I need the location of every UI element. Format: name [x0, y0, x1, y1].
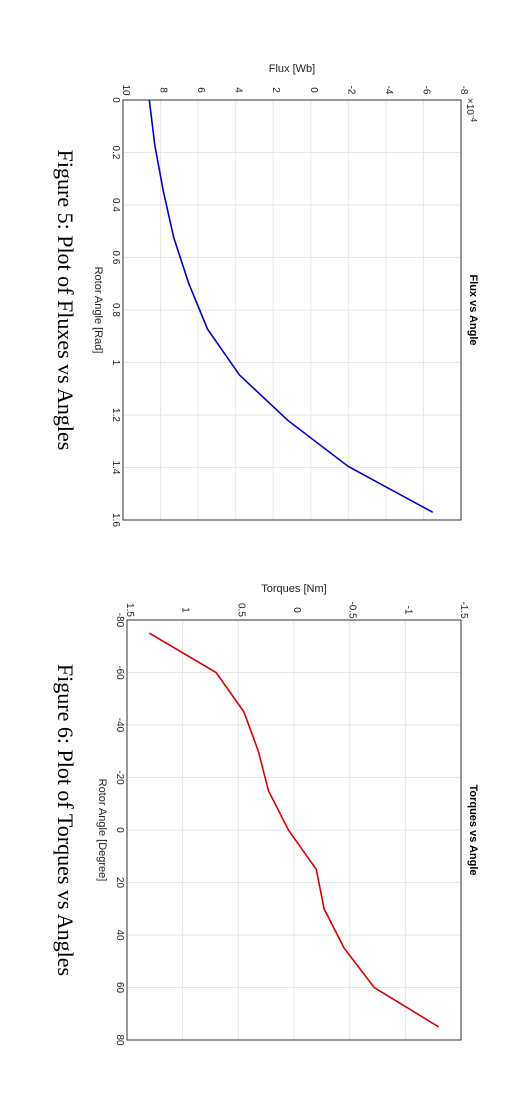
x-tick-label: 40 [114, 929, 125, 941]
y-multiplier-exponent: -4 [469, 115, 478, 123]
y-tick-label: 0 [308, 87, 319, 93]
y-multiplier-label: ×10-4 [464, 98, 478, 123]
x-axis-label: Rotor Angle [Degree] [96, 779, 108, 882]
x-axis-label: Rotor Angle [Rad] [92, 267, 104, 354]
figure-caption: Figure 6: Plot of Torques vs Angles [53, 664, 78, 976]
y-tick-label: 1.5 [124, 603, 135, 617]
chart-2: -80 -60 -40 -20 0 20 40 60 80 -1.5 -1 -0.5 0 0.5 1 1.5 T… [53, 583, 479, 1046]
x-tick-label: 20 [114, 877, 125, 889]
x-tick-label: 0.4 [110, 198, 121, 212]
y-tick-label: 10 [120, 84, 131, 96]
y-tick-label: 0.5 [235, 603, 246, 617]
x-tick-label: 0.2 [110, 146, 121, 160]
y-tick-label: -1.5 [458, 601, 469, 619]
y-tick-label: -0.5 [347, 601, 358, 619]
x-tick-label: 0.6 [110, 251, 121, 265]
series-line [148, 632, 440, 1028]
chart-title: Torques vs Angle [467, 784, 479, 875]
y-tick-label: -1 [402, 606, 413, 615]
x-tick-label: 1 [110, 360, 121, 366]
y-tick-label: -8 [458, 86, 469, 95]
y-axis-label: Torques [Nm] [261, 583, 326, 595]
x-tick-label: 0 [110, 97, 121, 103]
y-tick-label: -6 [420, 86, 431, 95]
x-tick-label: 60 [114, 982, 125, 994]
x-tick-label: 80 [114, 1034, 125, 1046]
plot-frame [126, 619, 462, 1041]
y-tick-label: 4 [233, 87, 244, 93]
y-axis-label: Flux [Wb] [269, 63, 315, 75]
y-tick-label: -2 [345, 86, 356, 95]
y-tick-label: 0 [291, 607, 302, 613]
x-tick-label: 0.8 [110, 303, 121, 317]
plot-frame [122, 99, 462, 521]
y-tick-label: 1 [180, 607, 191, 613]
chart-title: Flux vs Angle [467, 274, 479, 345]
x-tick-label: -20 [114, 770, 125, 785]
y-tick-label: -4 [383, 86, 394, 95]
x-tick-label: -60 [114, 665, 125, 680]
chart-1: 0 0.2 0.4 0.6 0.8 1 1.2 1.4 1.6 -8 -6 -4 -2 0 2 4 6 8 10 ×1… [53, 63, 479, 527]
x-tick-label: 0 [114, 827, 125, 833]
x-tick-label: 1.6 [110, 513, 121, 527]
y-tick-label: 2 [270, 87, 281, 93]
x-tick-label: 1.2 [110, 408, 121, 422]
y-tick-label: 6 [195, 87, 206, 93]
x-tick-label: -40 [114, 718, 125, 733]
figure-caption: Figure 5: Plot of Fluxes vs Angles [53, 150, 78, 451]
x-tick-label: -80 [114, 613, 125, 628]
x-tick-label: 1.4 [110, 461, 121, 475]
y-multiplier-base: ×10 [464, 98, 475, 115]
y-tick-label: 8 [158, 87, 169, 93]
series-line [148, 99, 434, 514]
